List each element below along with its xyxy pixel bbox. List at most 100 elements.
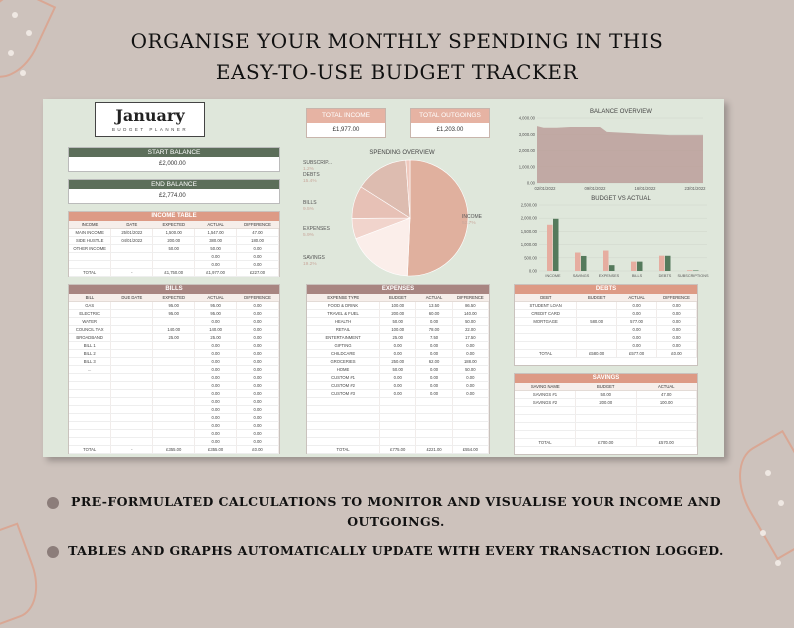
- table-cell[interactable]: FOOD & DRINK: [307, 301, 381, 310]
- table-cell[interactable]: 180.00: [236, 236, 279, 245]
- table-cell[interactable]: OTHER INCOME: [69, 244, 112, 253]
- table-cell[interactable]: GAS: [69, 301, 112, 310]
- table-cell[interactable]: 95.00: [152, 301, 196, 310]
- table-cell[interactable]: [152, 260, 196, 269]
- table-cell[interactable]: 0.00: [452, 381, 490, 390]
- table-cell[interactable]: [110, 349, 154, 358]
- table-cell[interactable]: [415, 405, 453, 414]
- table-cell[interactable]: SAVINGS #2: [515, 398, 576, 407]
- table-cell[interactable]: 0.00: [616, 341, 658, 350]
- table-cell[interactable]: CUSTOM #1: [307, 373, 381, 382]
- table-cell[interactable]: 0.00: [656, 317, 697, 326]
- table-cell[interactable]: [576, 333, 618, 342]
- table-cell[interactable]: [515, 325, 578, 334]
- table-cell[interactable]: [152, 349, 196, 358]
- table-cell[interactable]: 0.00: [379, 341, 417, 350]
- table-cell[interactable]: 22.00: [452, 325, 490, 334]
- table-cell[interactable]: 0.00: [236, 244, 279, 253]
- table-cell[interactable]: 95.00: [152, 309, 196, 318]
- table-cell[interactable]: CUSTOM #3: [307, 389, 381, 398]
- table-cell[interactable]: GROCERIES: [307, 357, 381, 366]
- table-cell[interactable]: [110, 373, 154, 382]
- table-cell[interactable]: [576, 309, 618, 318]
- table-cell[interactable]: 140.00: [152, 325, 196, 334]
- table-cell[interactable]: 0.00: [194, 373, 238, 382]
- table-cell[interactable]: [575, 406, 637, 415]
- table-cell[interactable]: COUNCIL TAX: [69, 325, 112, 334]
- table-cell[interactable]: 0.00: [194, 429, 238, 438]
- table-cell[interactable]: [379, 429, 417, 438]
- table-cell[interactable]: BILL 1: [69, 341, 112, 350]
- table-cell[interactable]: [152, 365, 196, 374]
- table-cell[interactable]: [379, 421, 417, 430]
- table-cell[interactable]: [307, 413, 381, 422]
- table-cell[interactable]: 0.00: [415, 317, 453, 326]
- table-cell[interactable]: [515, 430, 576, 439]
- table-cell[interactable]: 200.00: [379, 309, 417, 318]
- table-cell[interactable]: GIFTING: [307, 341, 381, 350]
- table-cell[interactable]: CHILDCARE: [307, 349, 381, 358]
- table-cell[interactable]: ENTERTAINMENT: [307, 333, 381, 342]
- table-cell[interactable]: 250.00: [379, 357, 417, 366]
- table-cell[interactable]: [575, 422, 637, 431]
- table-cell[interactable]: [152, 389, 196, 398]
- table-cell[interactable]: [152, 405, 196, 414]
- table-cell[interactable]: 0.00: [236, 357, 279, 366]
- table-cell[interactable]: 95.00: [194, 301, 238, 310]
- table-cell[interactable]: 17.50: [452, 333, 490, 342]
- table-cell[interactable]: 577.00: [616, 317, 658, 326]
- table-cell[interactable]: 0.00: [236, 373, 279, 382]
- table-cell[interactable]: [69, 397, 112, 406]
- table-cell[interactable]: 60.00: [415, 309, 453, 318]
- table-cell[interactable]: 0.00: [194, 421, 238, 430]
- table-cell[interactable]: [69, 389, 112, 398]
- table-cell[interactable]: [636, 430, 697, 439]
- table-cell[interactable]: [452, 429, 490, 438]
- table-cell[interactable]: [69, 405, 112, 414]
- table-cell[interactable]: 1,547.00: [194, 228, 238, 237]
- table-cell[interactable]: WATER: [69, 317, 112, 326]
- table-cell[interactable]: 0.00: [194, 341, 238, 350]
- table-cell[interactable]: 100.00: [379, 325, 417, 334]
- table-cell[interactable]: 50.00: [575, 390, 637, 399]
- table-cell[interactable]: 0.00: [415, 381, 453, 390]
- table-cell[interactable]: [152, 373, 196, 382]
- table-cell[interactable]: [110, 325, 154, 334]
- table-cell[interactable]: [69, 252, 112, 261]
- table-cell[interactable]: 86.50: [452, 301, 490, 310]
- table-cell[interactable]: 0.00: [656, 301, 697, 310]
- table-cell[interactable]: [110, 341, 154, 350]
- table-cell[interactable]: HOME: [307, 365, 381, 374]
- table-cell[interactable]: 0.00: [452, 349, 490, 358]
- table-cell[interactable]: 0.00: [379, 381, 417, 390]
- table-cell[interactable]: 0.00: [616, 325, 658, 334]
- table-cell[interactable]: 0.00: [194, 389, 238, 398]
- table-cell[interactable]: [575, 430, 637, 439]
- table-cell[interactable]: 47.00: [236, 228, 279, 237]
- table-cell[interactable]: [152, 437, 196, 446]
- table-cell[interactable]: [110, 309, 154, 318]
- table-cell[interactable]: [152, 421, 196, 430]
- table-cell[interactable]: 25.00: [379, 333, 417, 342]
- table-cell[interactable]: 0.00: [236, 381, 279, 390]
- table-cell[interactable]: 0.00: [236, 437, 279, 446]
- table-cell[interactable]: 50.00: [379, 365, 417, 374]
- table-cell[interactable]: BROADBAND: [69, 333, 112, 342]
- table-cell[interactable]: 0.00: [415, 373, 453, 382]
- table-cell[interactable]: SIDE HUSTLE: [69, 236, 112, 245]
- table-cell[interactable]: [452, 405, 490, 414]
- table-cell[interactable]: 50.00: [452, 365, 490, 374]
- table-cell[interactable]: [515, 333, 578, 342]
- table-cell[interactable]: [69, 413, 112, 422]
- table-cell[interactable]: [415, 397, 453, 406]
- table-cell[interactable]: 25.00: [194, 333, 238, 342]
- table-cell[interactable]: 0.00: [379, 349, 417, 358]
- table-cell[interactable]: 95.00: [194, 309, 238, 318]
- table-cell[interactable]: [110, 365, 154, 374]
- table-cell[interactable]: [152, 341, 196, 350]
- table-cell[interactable]: [415, 437, 453, 446]
- table-cell[interactable]: 0.00: [194, 365, 238, 374]
- table-cell[interactable]: 0.00: [236, 341, 279, 350]
- table-cell[interactable]: ELECTRIC: [69, 309, 112, 318]
- table-cell[interactable]: 0.00: [194, 260, 238, 269]
